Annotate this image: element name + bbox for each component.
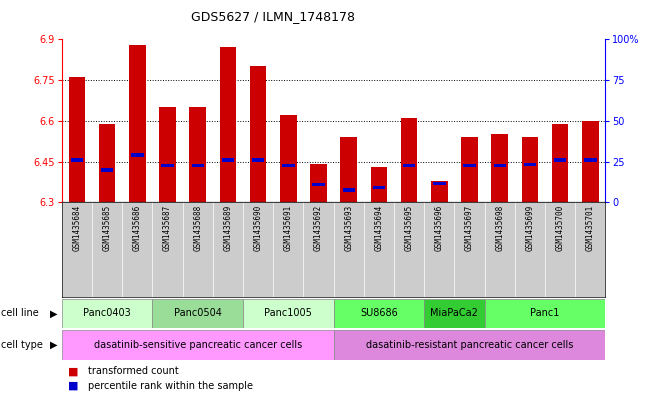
Text: GSM1435689: GSM1435689 <box>223 205 232 252</box>
Bar <box>521 137 538 202</box>
Bar <box>493 164 506 167</box>
Bar <box>333 330 605 360</box>
Bar <box>159 107 176 202</box>
Text: GSM1435688: GSM1435688 <box>193 205 202 252</box>
Bar <box>280 116 297 202</box>
Bar <box>129 45 146 202</box>
Text: cell line: cell line <box>1 309 39 318</box>
Bar <box>250 66 266 202</box>
Bar <box>552 123 568 202</box>
Bar <box>62 299 152 328</box>
Text: ▶: ▶ <box>49 340 57 350</box>
Bar <box>433 182 445 185</box>
Text: GDS5627 / ILMN_1748178: GDS5627 / ILMN_1748178 <box>191 10 355 23</box>
Text: GSM1435687: GSM1435687 <box>163 205 172 252</box>
Bar <box>219 48 236 202</box>
Text: percentile rank within the sample: percentile rank within the sample <box>88 381 253 391</box>
Text: GSM1435686: GSM1435686 <box>133 205 142 252</box>
Bar <box>373 185 385 189</box>
Bar <box>252 158 264 162</box>
Text: GSM1435692: GSM1435692 <box>314 205 323 252</box>
Text: GSM1435695: GSM1435695 <box>405 205 413 252</box>
Bar <box>62 330 333 360</box>
Bar <box>71 158 83 162</box>
Bar <box>484 299 605 328</box>
Text: GSM1435700: GSM1435700 <box>556 205 564 252</box>
Bar <box>492 134 508 202</box>
Bar <box>99 123 115 202</box>
Text: GSM1435697: GSM1435697 <box>465 205 474 252</box>
Text: cell type: cell type <box>1 340 43 350</box>
Text: GSM1435691: GSM1435691 <box>284 205 293 252</box>
Bar <box>161 164 174 167</box>
Text: ▶: ▶ <box>49 309 57 318</box>
Bar <box>68 77 85 202</box>
Text: transformed count: transformed count <box>88 366 178 376</box>
Text: Panc0403: Panc0403 <box>83 309 131 318</box>
Bar <box>311 164 327 202</box>
Text: GSM1435701: GSM1435701 <box>586 205 595 252</box>
Text: dasatinib-sensitive pancreatic cancer cells: dasatinib-sensitive pancreatic cancer ce… <box>94 340 302 350</box>
Bar <box>584 158 596 162</box>
Bar <box>152 299 243 328</box>
Text: Panc1005: Panc1005 <box>264 309 312 318</box>
Bar <box>340 137 357 202</box>
Bar <box>342 188 355 192</box>
Bar <box>464 164 476 167</box>
Text: ■: ■ <box>68 381 79 391</box>
Text: dasatinib-resistant pancreatic cancer cells: dasatinib-resistant pancreatic cancer ce… <box>366 340 574 350</box>
Text: GSM1435684: GSM1435684 <box>72 205 81 252</box>
Bar <box>131 153 144 156</box>
Bar <box>312 183 325 187</box>
Bar <box>554 158 566 162</box>
Bar <box>243 299 333 328</box>
Text: MiaPaCa2: MiaPaCa2 <box>430 309 478 318</box>
Bar <box>370 167 387 202</box>
Bar <box>431 181 448 202</box>
Text: ■: ■ <box>68 366 79 376</box>
Text: GSM1435698: GSM1435698 <box>495 205 505 252</box>
Bar <box>403 164 415 167</box>
Bar <box>101 168 113 171</box>
Bar <box>424 299 484 328</box>
Bar <box>401 118 417 202</box>
Bar <box>191 164 204 167</box>
Bar <box>282 164 294 167</box>
Text: GSM1435699: GSM1435699 <box>525 205 534 252</box>
Text: GSM1435696: GSM1435696 <box>435 205 444 252</box>
Bar <box>582 121 599 202</box>
Text: GSM1435685: GSM1435685 <box>103 205 111 252</box>
Text: Panc0504: Panc0504 <box>174 309 222 318</box>
Text: GSM1435690: GSM1435690 <box>254 205 262 252</box>
Text: GSM1435693: GSM1435693 <box>344 205 353 252</box>
Bar <box>333 299 424 328</box>
Bar <box>461 137 478 202</box>
Bar <box>523 163 536 166</box>
Text: Panc1: Panc1 <box>531 309 560 318</box>
Bar <box>222 158 234 162</box>
Bar <box>189 107 206 202</box>
Text: GSM1435694: GSM1435694 <box>374 205 383 252</box>
Text: SU8686: SU8686 <box>360 309 398 318</box>
